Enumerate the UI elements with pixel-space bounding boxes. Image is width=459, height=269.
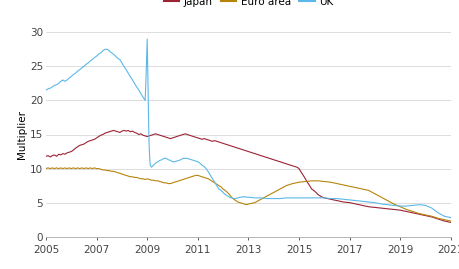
UK: [193, 160, 198, 163]
Euro area: [45, 166, 50, 169]
UK: [397, 204, 402, 208]
Japan: [85, 140, 91, 143]
Euro area: [186, 176, 192, 179]
Line: Japan: Japan: [46, 130, 450, 222]
UK: [108, 51, 114, 54]
Euro area: [58, 166, 63, 169]
Japan: [270, 158, 276, 161]
Japan: [43, 155, 49, 158]
Japan: [64, 151, 70, 154]
UK: [235, 196, 240, 200]
UK: [144, 37, 150, 41]
UK: [447, 216, 453, 219]
Euro area: [447, 220, 453, 223]
Euro area: [119, 172, 124, 176]
Line: UK: UK: [46, 39, 450, 218]
UK: [43, 89, 49, 92]
Japan: [186, 134, 192, 137]
Y-axis label: Multiplier: Multiplier: [17, 110, 27, 159]
Line: Euro area: Euro area: [46, 168, 450, 221]
UK: [340, 198, 345, 201]
Japan: [441, 220, 446, 223]
UK: [182, 157, 188, 160]
Euro area: [43, 167, 49, 170]
Euro area: [283, 184, 288, 187]
Japan: [111, 129, 116, 132]
Legend: Japan, Euro area, UK: Japan, Euro area, UK: [159, 0, 336, 11]
Euro area: [353, 186, 358, 189]
Japan: [310, 189, 316, 192]
Euro area: [205, 177, 211, 180]
Japan: [447, 221, 453, 224]
